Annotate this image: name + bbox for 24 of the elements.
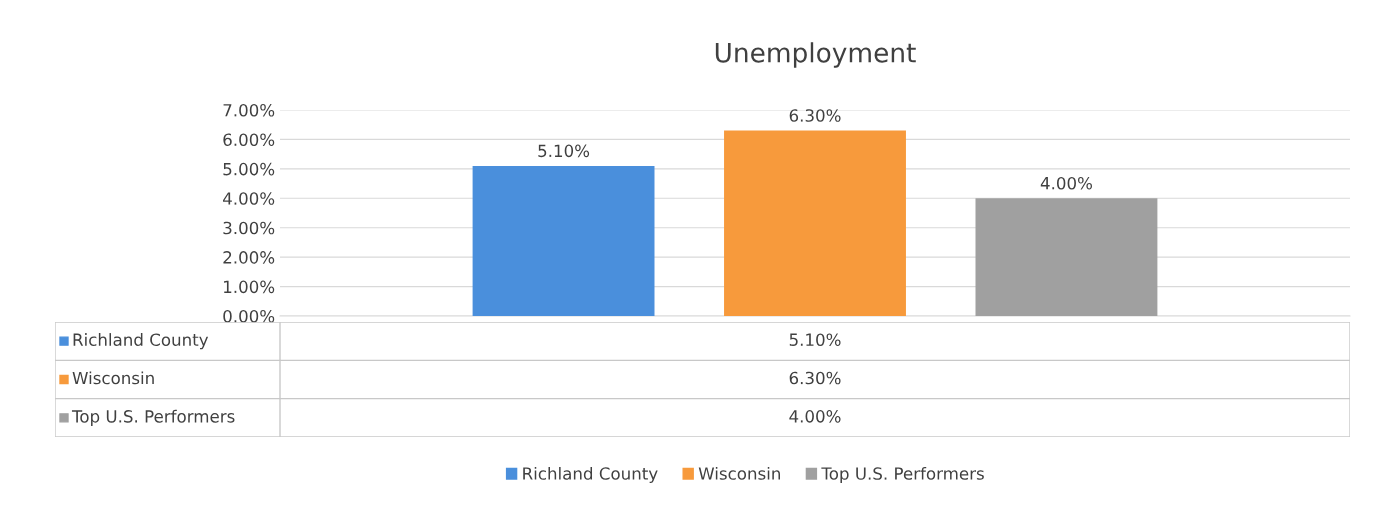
legend-label: Top U.S. Performers: [821, 466, 984, 484]
y-tick-label: 5.00%: [223, 162, 275, 176]
bar: [724, 130, 906, 316]
text: Top U.S. Performers: [71, 409, 235, 426]
y-tick-label: 3.00%: [223, 221, 275, 235]
y-tick-label: 6.00%: [223, 133, 275, 146]
y-tick-label: 2.00%: [223, 251, 275, 264]
legend-label: Wisconsin: [698, 466, 780, 480]
text: Richland County: [73, 333, 209, 350]
data-label: 6.30%: [789, 109, 841, 122]
text: Wisconsin: [72, 371, 154, 385]
y-tick-label: 7.00%: [223, 103, 275, 117]
data-label: 5.10%: [538, 144, 590, 158]
bar: [975, 198, 1158, 316]
text: 4.00%: [789, 410, 841, 423]
y-tick-label: 0.00%: [223, 309, 275, 323]
y-tick-label: 1.00%: [224, 280, 275, 294]
text: 6.30%: [789, 371, 841, 385]
data-label: 4.00%: [1040, 176, 1092, 190]
text: 5.10%: [789, 333, 841, 346]
legend-label: Richland County: [523, 466, 658, 484]
chart-title: Unemployment: [715, 42, 916, 68]
y-tick-label: 4.00%: [223, 192, 275, 205]
bar: [472, 165, 655, 316]
